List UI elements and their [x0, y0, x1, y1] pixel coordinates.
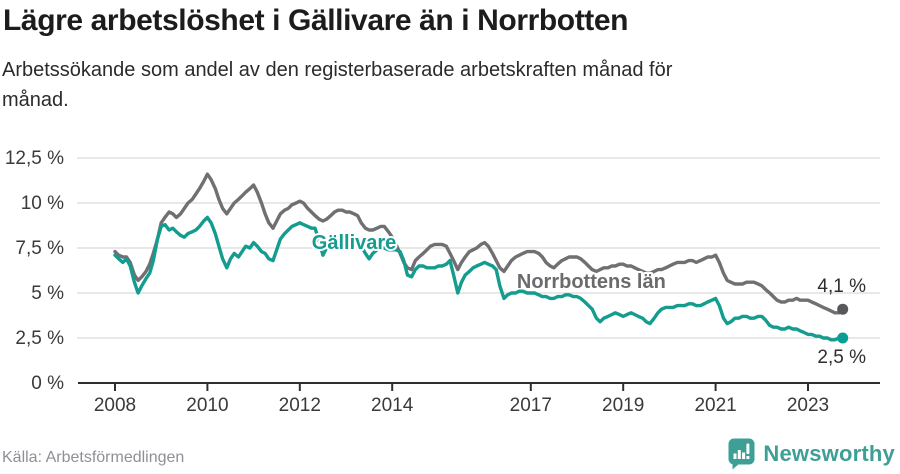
series-inline-label-gallivare: Gällivare	[312, 232, 397, 254]
series-end-dot-gallivare	[837, 332, 849, 344]
series-end-value-gallivare: 2,5 %	[817, 347, 866, 368]
series-inline-label-norrbotten: Norrbottens län	[517, 271, 666, 293]
y-tick-label: 12,5 %	[5, 148, 64, 169]
chart-subtitle: Arbetssökande som andel av den registerb…	[2, 59, 673, 111]
y-tick-label: 7,5 %	[15, 238, 64, 259]
page-title: Lägre arbetslöshet i Gällivare än i Norr…	[3, 4, 629, 37]
series-line-gallivare	[113, 215, 845, 342]
series-end-dot-norrbotten	[837, 303, 849, 315]
x-tick-label: 2012	[279, 395, 321, 416]
y-tick-label: 10 %	[21, 193, 64, 214]
x-tick-label: 2023	[787, 395, 829, 416]
series-end-value-norrbotten: 4,1 %	[817, 276, 866, 297]
x-tick-label: 2021	[694, 395, 736, 416]
newsworthy-logo-text: Newsworthy	[763, 441, 895, 466]
x-tick-label: 2019	[602, 395, 644, 416]
newsworthy-logo[interactable]: Newsworthy	[728, 438, 895, 470]
x-tick-label: 2017	[510, 395, 552, 416]
y-tick-label: 0 %	[31, 373, 64, 394]
source-text: Källa: Arbetsförmedlingen	[2, 449, 185, 466]
series-line-norrbotten	[113, 172, 845, 315]
x-tick-label: 2010	[186, 395, 228, 416]
x-tick-label: 2008	[94, 395, 136, 416]
line-chart: 0 % 2,5 % 5 % 7,5 % 10 % 12,5 % 2008 2010 2012 20…	[5, 148, 880, 416]
y-tick-label: 5 %	[31, 283, 64, 304]
x-tick-label: 2014	[371, 395, 414, 416]
newsworthy-logo-icon	[728, 438, 755, 470]
y-tick-label: 2,5 %	[15, 328, 64, 349]
